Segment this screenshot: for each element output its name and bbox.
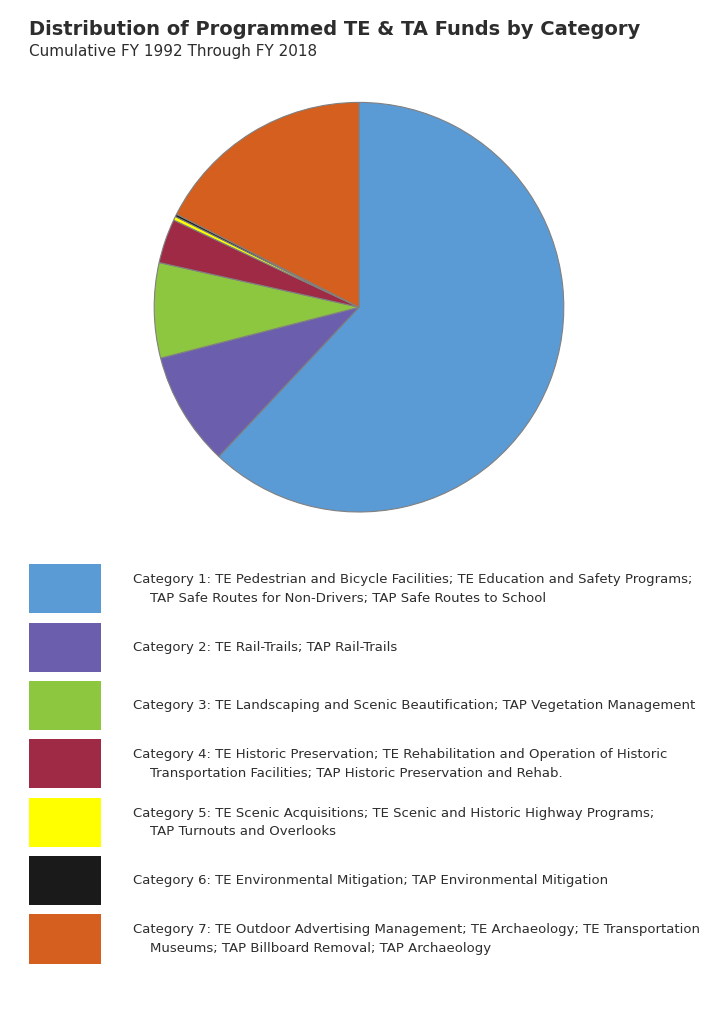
Wedge shape [219, 102, 564, 512]
Wedge shape [154, 262, 359, 358]
Text: Category 6: TE Environmental Mitigation; TAP Environmental Mitigation: Category 6: TE Environmental Mitigation;… [133, 874, 608, 887]
Text: Category 5: TE Scenic Acquisitions; TE Scenic and Historic Highway Programs;: Category 5: TE Scenic Acquisitions; TE S… [133, 807, 654, 819]
FancyBboxPatch shape [25, 679, 104, 732]
Text: TAP Turnouts and Overlooks: TAP Turnouts and Overlooks [133, 825, 336, 838]
Text: Category 7: TE Outdoor Advertising Management; TE Archaeology; TE Transportation: Category 7: TE Outdoor Advertising Manag… [133, 924, 700, 936]
FancyBboxPatch shape [25, 796, 104, 849]
Text: Category 1: TE Pedestrian and Bicycle Facilities; TE Education and Safety Progra: Category 1: TE Pedestrian and Bicycle Fa… [133, 573, 692, 586]
FancyBboxPatch shape [25, 912, 104, 966]
Wedge shape [177, 102, 359, 307]
FancyBboxPatch shape [25, 737, 104, 791]
Text: TAP Safe Routes for Non-Drivers; TAP Safe Routes to School: TAP Safe Routes for Non-Drivers; TAP Saf… [133, 592, 546, 604]
Text: Cumulative FY 1992 Through FY 2018: Cumulative FY 1992 Through FY 2018 [29, 44, 317, 59]
Text: Category 2: TE Rail-Trails; TAP Rail-Trails: Category 2: TE Rail-Trails; TAP Rail-Tra… [133, 641, 397, 653]
Text: Distribution of Programmed TE & TA Funds by Category: Distribution of Programmed TE & TA Funds… [29, 20, 640, 40]
Text: Transportation Facilities; TAP Historic Preservation and Rehab.: Transportation Facilities; TAP Historic … [133, 767, 562, 779]
Text: Museums; TAP Billboard Removal; TAP Archaeology: Museums; TAP Billboard Removal; TAP Arch… [133, 942, 491, 954]
Wedge shape [159, 220, 359, 307]
FancyBboxPatch shape [25, 854, 104, 907]
Wedge shape [175, 214, 359, 307]
Wedge shape [174, 216, 359, 307]
Text: Category 3: TE Landscaping and Scenic Beautification; TAP Vegetation Management: Category 3: TE Landscaping and Scenic Be… [133, 699, 695, 712]
Wedge shape [161, 307, 359, 457]
Text: Category 4: TE Historic Preservation; TE Rehabilitation and Operation of Histori: Category 4: TE Historic Preservation; TE… [133, 749, 667, 761]
FancyBboxPatch shape [25, 562, 104, 615]
FancyBboxPatch shape [25, 621, 104, 674]
